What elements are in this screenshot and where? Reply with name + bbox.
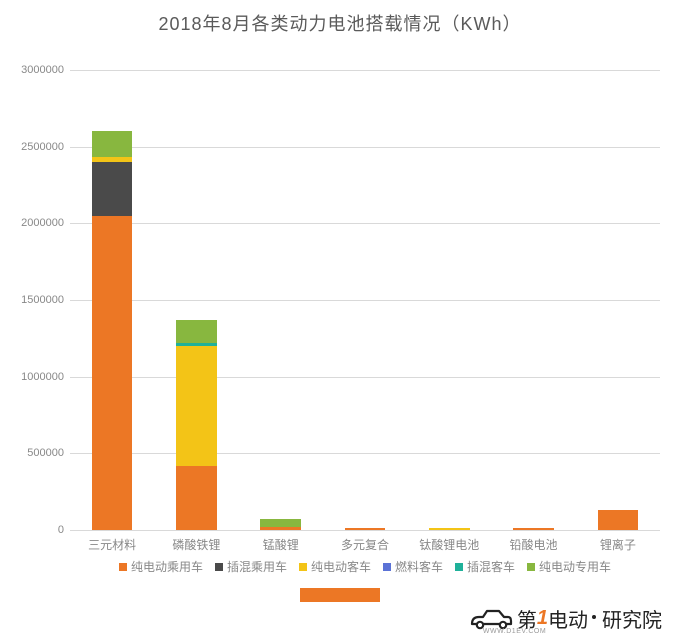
grid-line	[70, 453, 660, 454]
x-tick-label: 多元复合	[341, 536, 389, 553]
chart-title: 2018年8月各类动力电池搭载情况（KWh）	[0, 10, 680, 36]
legend-item: 纯电动专用车	[527, 558, 611, 575]
x-tick-label: 锰酸锂	[263, 536, 299, 553]
x-tick-label: 磷酸铁锂	[172, 536, 220, 553]
legend-swatch	[527, 563, 535, 571]
bar-segment	[260, 527, 300, 530]
x-tick-label: 锂离子	[600, 536, 636, 553]
legend-label: 纯电动客车	[311, 560, 371, 574]
legend-swatch	[299, 563, 307, 571]
legend-item: 纯电动客车	[299, 558, 371, 575]
bar	[345, 528, 385, 530]
logo-accent: 1	[537, 607, 548, 630]
x-tick-label: 钛酸锂电池	[419, 536, 479, 553]
bar-segment	[345, 528, 385, 530]
bar	[92, 131, 132, 530]
legend-label: 纯电动乘用车	[131, 560, 203, 574]
legend-swatch	[215, 563, 223, 571]
logo-text-3: 研究院	[602, 604, 662, 633]
legend-label: 插混客车	[467, 560, 515, 574]
x-tick-label: 三元材料	[88, 536, 136, 553]
bar-segment	[176, 343, 216, 346]
legend: 纯电动乘用车 插混乘用车 纯电动客车 燃料客车 插混客车 纯电动专用车	[70, 558, 660, 575]
grid-line	[70, 70, 660, 71]
legend-label: 燃料客车	[395, 560, 443, 574]
bar	[598, 510, 638, 530]
legend-label: 插混乘用车	[227, 560, 287, 574]
bar	[513, 528, 553, 530]
legend-swatch	[383, 563, 391, 571]
x-tick-label: 铅酸电池	[510, 536, 558, 553]
dot-icon	[592, 615, 596, 619]
bar	[176, 320, 216, 530]
bar	[429, 528, 469, 530]
legend-item: 燃料客车	[383, 558, 443, 575]
grid-line	[70, 147, 660, 148]
y-tick-label: 500000	[27, 447, 64, 459]
bar-segment	[598, 510, 638, 530]
legend-item: 插混客车	[455, 558, 515, 575]
legend-item: 纯电动乘用车	[119, 558, 203, 575]
logo-text-2: 电动	[548, 604, 588, 633]
bar-segment	[513, 528, 553, 530]
accent-bar	[300, 588, 380, 602]
logo-url: WWW.D1EV.COM	[483, 628, 546, 635]
car-icon: WWW.D1EV.COM	[469, 606, 513, 632]
legend-label: 纯电动专用车	[539, 560, 611, 574]
y-tick-label: 3000000	[21, 64, 64, 76]
bar-segment	[260, 519, 300, 527]
y-tick-label: 1000000	[21, 371, 64, 383]
legend-item: 插混乘用车	[215, 558, 287, 575]
grid-line	[70, 377, 660, 378]
legend-swatch	[119, 563, 127, 571]
y-tick-label: 0	[58, 524, 64, 536]
bar	[260, 519, 300, 530]
grid-line	[70, 300, 660, 301]
bar-segment	[176, 320, 216, 343]
bar-segment	[176, 346, 216, 466]
y-tick-label: 2500000	[21, 141, 64, 153]
bar-segment	[429, 528, 469, 530]
grid-line	[70, 223, 660, 224]
y-tick-label: 2000000	[21, 217, 64, 229]
bar-segment	[92, 131, 132, 157]
brand-logo: WWW.D1EV.COM 第1电动 研究院	[469, 604, 662, 633]
chart-container: 2018年8月各类动力电池搭载情况（KWh） 05000001000000150…	[0, 0, 680, 643]
grid-line	[70, 530, 660, 531]
bar-segment	[92, 157, 132, 162]
bar-segment	[176, 466, 216, 530]
legend-swatch	[455, 563, 463, 571]
bar-segment	[92, 216, 132, 530]
y-tick-label: 1500000	[21, 294, 64, 306]
bar-segment	[92, 162, 132, 216]
plot-area: 0500000100000015000002000000250000030000…	[70, 70, 660, 530]
